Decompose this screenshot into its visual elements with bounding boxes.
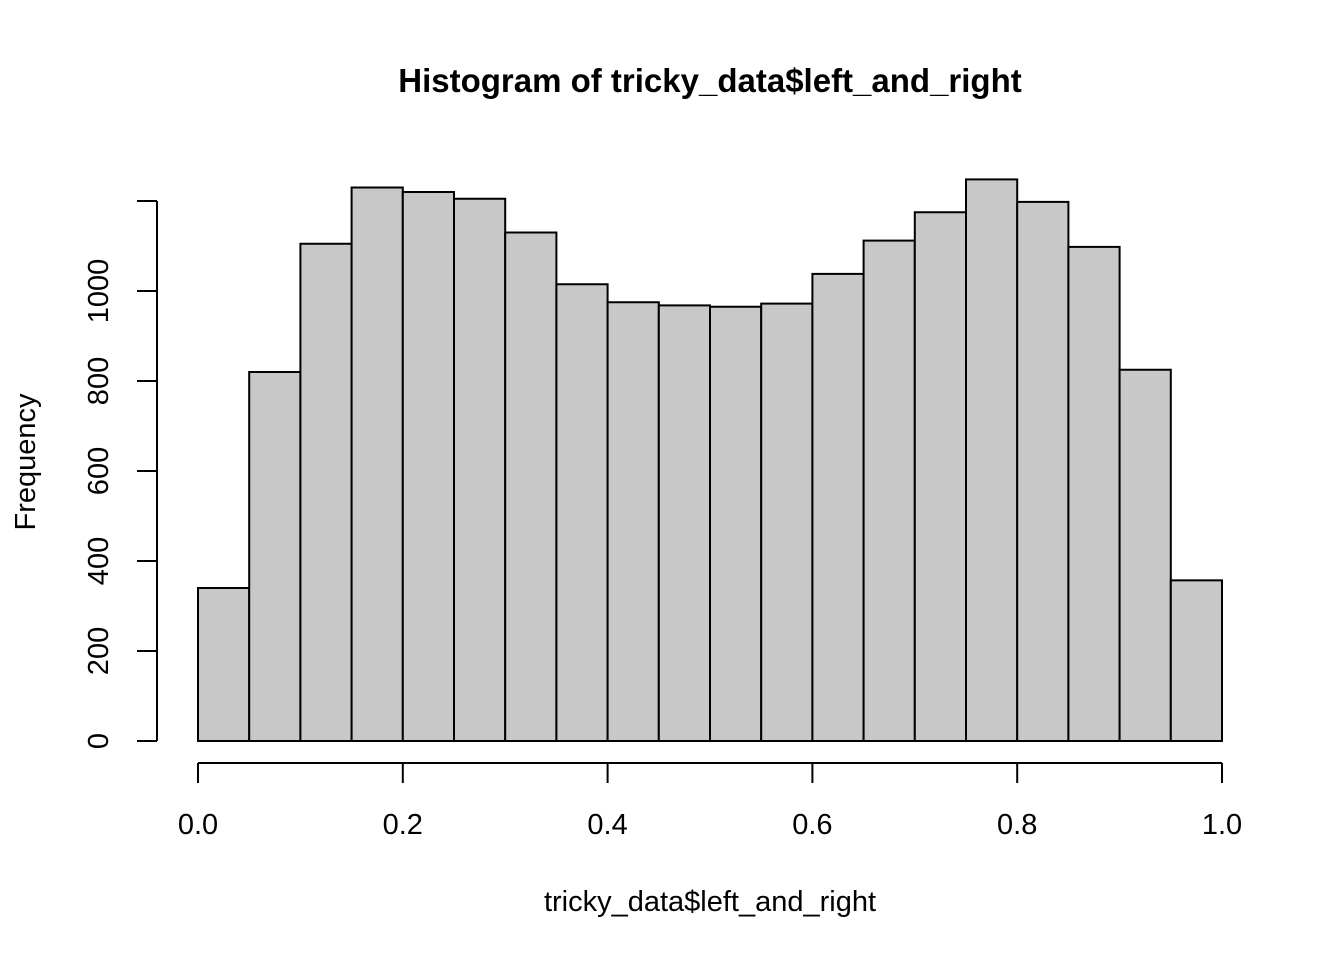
x-tick-label: 0.6 (792, 809, 832, 841)
x-axis: 0.0 0.2 0.4 0.6 0.8 1.0 (178, 762, 1242, 841)
histogram-bar (1016, 200, 1070, 742)
histogram-bar (1067, 245, 1121, 742)
x-axis-label: tricky_data$left_and_right (544, 886, 876, 918)
histogram-bar (606, 301, 660, 742)
histogram-bar (350, 186, 404, 742)
histogram-bar (965, 178, 1019, 742)
x-tick-label: 1.0 (1202, 809, 1242, 841)
x-tick-label: 0.2 (383, 809, 423, 841)
histogram-bar (504, 231, 558, 742)
histogram-bar (248, 371, 302, 742)
histogram-bar (299, 242, 353, 742)
histogram-bar (760, 302, 814, 742)
y-tick-label: 200 (83, 627, 115, 675)
histogram-bar (197, 587, 251, 742)
histogram-bar (1118, 368, 1172, 742)
y-tick-label: 600 (83, 447, 115, 495)
histogram-bar (657, 304, 711, 742)
y-axis: 0 200 400 600 800 1000 (83, 200, 158, 749)
histogram-bar (709, 305, 763, 742)
x-tick-label: 0.4 (587, 809, 627, 841)
histogram-bar (453, 197, 507, 742)
x-tick-label: 0.0 (178, 809, 218, 841)
bars-group (197, 178, 1224, 742)
histogram-bar (862, 239, 916, 742)
x-tick-label: 0.8 (997, 809, 1037, 841)
y-tick-label: 0 (83, 733, 115, 749)
y-tick-label: 800 (83, 357, 115, 405)
y-tick-label: 400 (83, 537, 115, 585)
y-axis-label: Frequency (10, 393, 42, 531)
y-tick-label: 1000 (83, 259, 115, 324)
histogram-bar (811, 272, 865, 742)
histogram-bar (1169, 579, 1224, 742)
chart-title: Histogram of tricky_data$left_and_right (398, 62, 1022, 99)
histogram-bar (913, 211, 967, 742)
histogram-bar (401, 191, 455, 742)
histogram-bar (555, 283, 609, 742)
